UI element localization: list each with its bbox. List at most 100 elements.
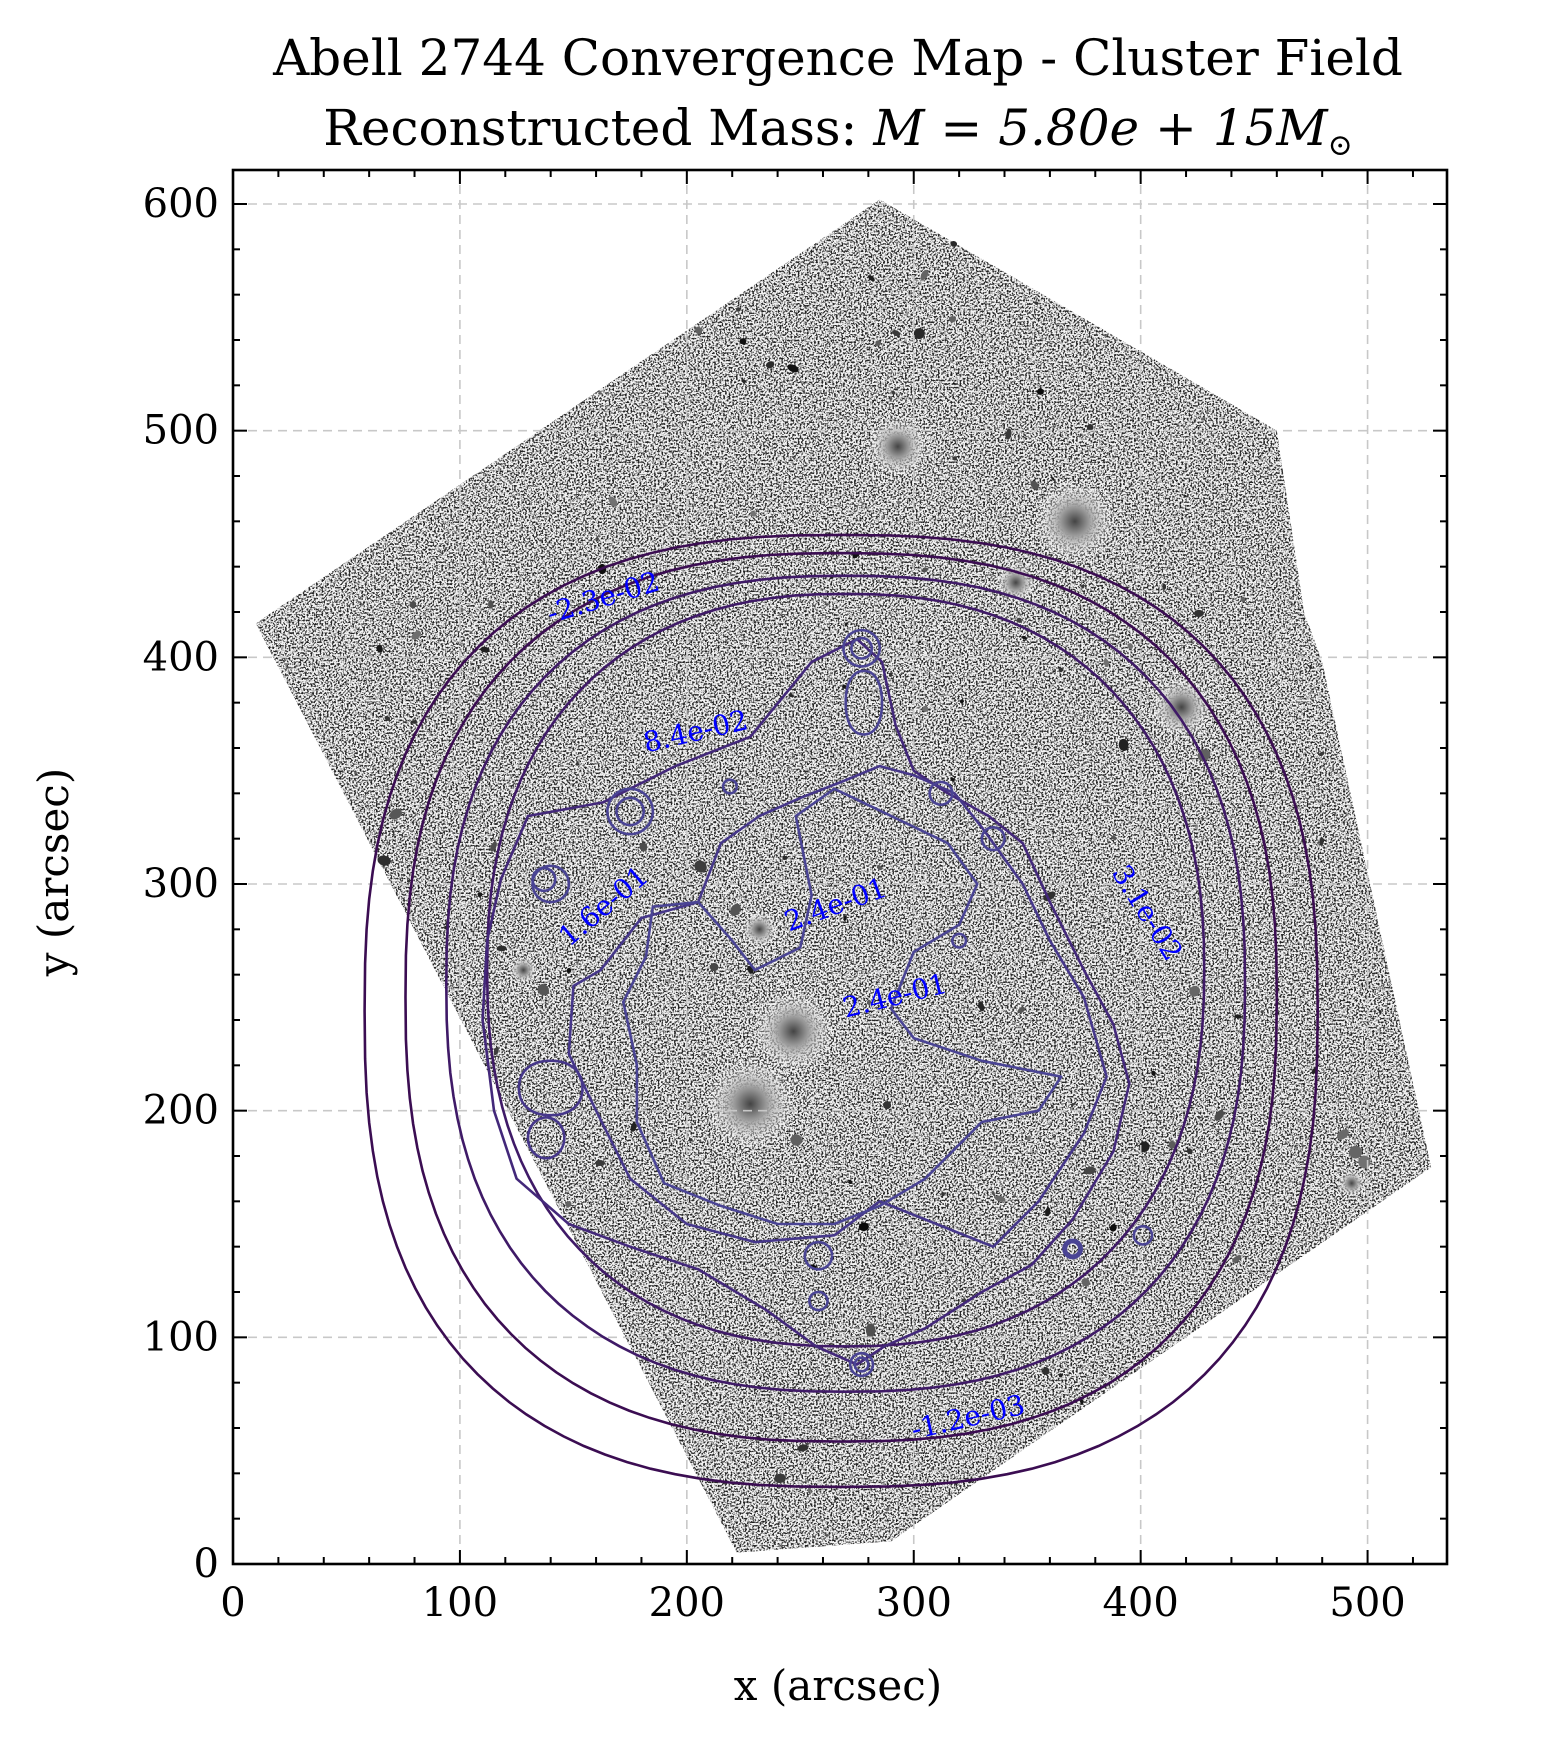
galaxy — [1214, 1109, 1225, 1121]
galaxy — [576, 761, 579, 766]
galaxy — [695, 326, 703, 335]
galaxy — [1058, 1373, 1063, 1378]
y-tick-label: 400 — [143, 634, 219, 680]
galaxy — [331, 603, 334, 606]
x-tick-label: 500 — [1329, 1580, 1405, 1626]
galaxy — [952, 456, 957, 461]
y-tick-label: 0 — [194, 1541, 219, 1587]
galaxy — [1081, 1108, 1084, 1111]
contour-peak-north — [844, 669, 884, 736]
galaxy — [1346, 1125, 1349, 1127]
galaxy — [782, 346, 785, 349]
galaxy — [834, 1497, 839, 1501]
galaxy — [594, 1160, 606, 1166]
contour-peak-1 — [849, 636, 874, 660]
galaxy — [1246, 922, 1251, 927]
galaxy — [354, 771, 357, 775]
galaxy — [858, 584, 861, 587]
bright-galaxy — [741, 911, 778, 948]
galaxy — [1103, 658, 1110, 668]
bright-galaxy — [995, 562, 1036, 603]
galaxy — [1169, 976, 1172, 979]
galaxy — [1118, 738, 1129, 751]
galaxy — [1117, 1053, 1120, 1056]
galaxy — [694, 860, 707, 873]
grid — [233, 170, 1447, 1564]
galaxy — [608, 496, 618, 507]
galaxy — [844, 622, 848, 627]
contour-peak-11 — [853, 1356, 870, 1373]
galaxy — [883, 663, 886, 666]
galaxy — [1189, 985, 1200, 997]
contour-peak-2 — [606, 787, 655, 836]
galaxy — [957, 983, 961, 986]
galaxy — [592, 1169, 595, 1173]
galaxy — [1052, 830, 1055, 834]
galaxy — [750, 511, 757, 517]
galaxy — [993, 1016, 997, 1020]
galaxy — [633, 619, 636, 623]
galaxy — [1051, 1106, 1054, 1109]
subtitle-math: M = 5.80e + 15M — [872, 99, 1329, 157]
galaxy — [735, 307, 741, 312]
galaxy — [1009, 703, 1012, 706]
galaxy — [943, 492, 946, 495]
galaxy — [814, 1279, 818, 1283]
galaxy — [480, 646, 490, 653]
galaxy — [1016, 617, 1022, 623]
contour-peak-16 — [721, 778, 739, 795]
galaxy — [1197, 1185, 1200, 1188]
galaxy — [1080, 1399, 1084, 1404]
galaxy — [679, 1401, 681, 1404]
galaxy — [1104, 919, 1108, 923]
bright-galaxy — [753, 991, 834, 1072]
galaxy — [973, 1021, 975, 1023]
galaxy — [1021, 635, 1028, 640]
contour-outer-3 — [444, 574, 1247, 1394]
galaxy — [1378, 1009, 1382, 1014]
galaxy — [496, 945, 507, 952]
galaxy — [874, 345, 877, 347]
galaxy — [769, 1412, 772, 1415]
galaxy — [1026, 1135, 1031, 1141]
galaxy — [738, 1295, 741, 1298]
bright-galaxy — [1151, 677, 1212, 738]
galaxy — [566, 967, 572, 973]
x-tick-label: 0 — [220, 1580, 245, 1626]
galaxy — [554, 555, 556, 559]
galaxy — [443, 548, 447, 552]
galaxy — [762, 1520, 765, 1523]
galaxy — [1377, 1076, 1381, 1079]
galaxy — [1197, 440, 1201, 443]
plot-area: -2.3e-028.4e-023.1e-021.6e-01 2.4e-012.4e… — [233, 170, 1447, 1564]
contour-outer-4 — [485, 592, 1206, 1348]
galaxy — [580, 402, 582, 405]
plot-frame — [231, 168, 1449, 1566]
galaxy — [678, 1091, 681, 1094]
galaxy — [730, 767, 733, 771]
y-tick-label: 500 — [143, 408, 219, 454]
galaxy — [807, 1486, 812, 1493]
galaxy — [545, 428, 548, 430]
galaxy — [739, 338, 747, 345]
galaxy — [1037, 388, 1044, 395]
galaxy — [787, 364, 799, 373]
galaxy — [792, 755, 795, 758]
galaxy — [1151, 1070, 1156, 1076]
galaxy — [891, 390, 896, 395]
galaxy — [753, 971, 756, 973]
galaxy — [1030, 480, 1039, 490]
galaxy — [537, 983, 550, 996]
galaxy — [865, 1507, 870, 1510]
galaxy — [1052, 425, 1056, 429]
galaxy — [1051, 477, 1055, 481]
contour-peak-3 — [615, 796, 646, 827]
bright-galaxy — [705, 1058, 796, 1149]
subtitle-sun-symbol: ⊙ — [1328, 128, 1353, 163]
y-tick-label: 600 — [143, 181, 219, 227]
galaxy — [677, 514, 680, 518]
contour-peak-9 — [808, 1290, 829, 1312]
chart-title: Abell 2744 Convergence Map - Cluster Fie… — [272, 29, 1403, 87]
galaxy — [565, 1201, 572, 1208]
galaxy — [1127, 643, 1134, 650]
